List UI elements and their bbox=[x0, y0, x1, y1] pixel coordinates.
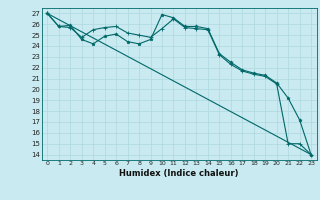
X-axis label: Humidex (Indice chaleur): Humidex (Indice chaleur) bbox=[119, 169, 239, 178]
